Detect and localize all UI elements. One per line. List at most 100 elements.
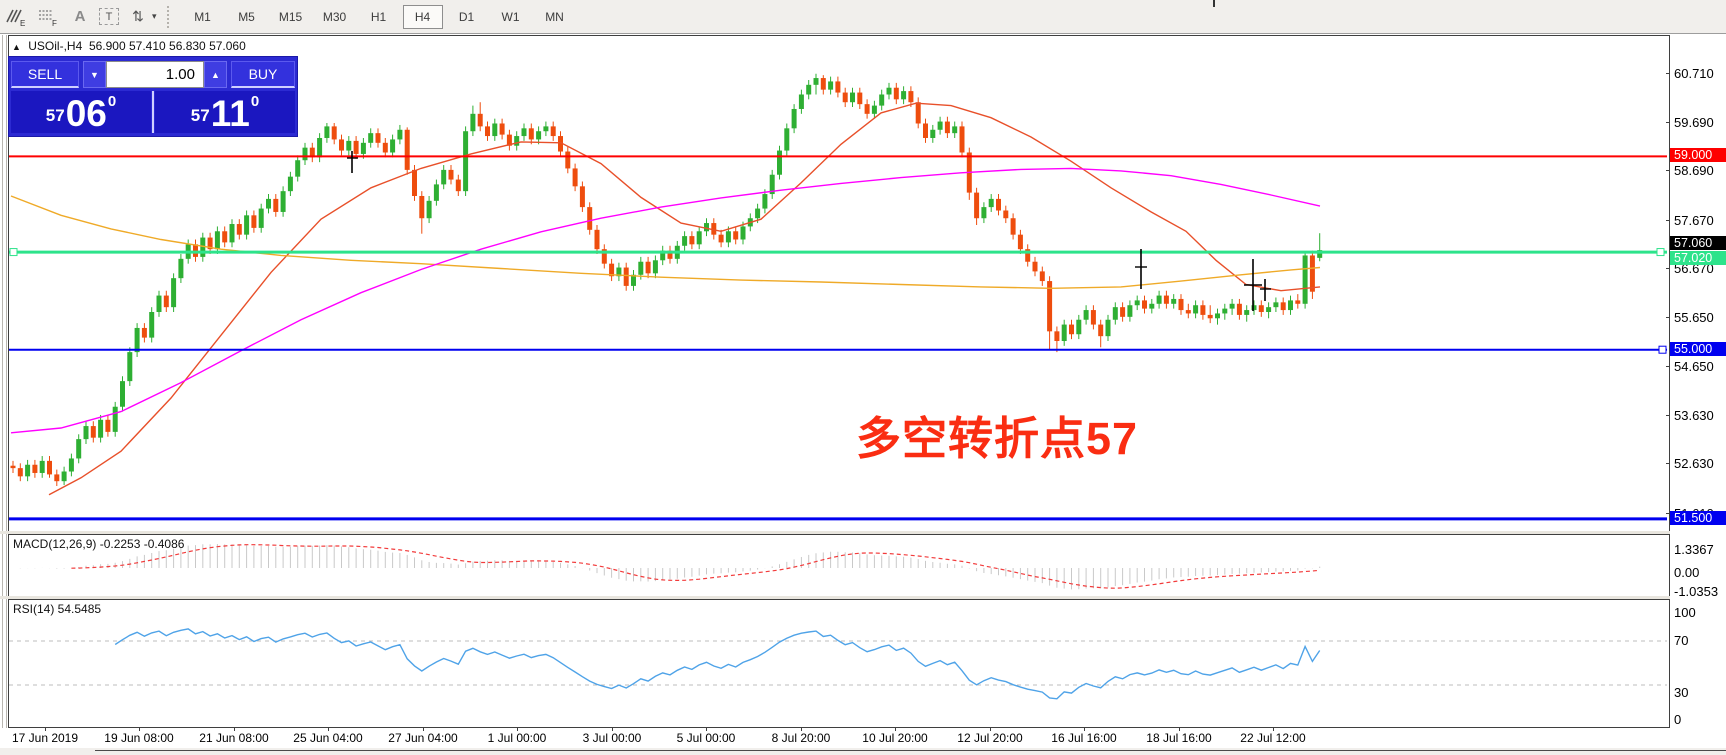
volume-decrease-button[interactable]: ▼ [83, 61, 106, 88]
price-axis-label: 60.710 [1674, 65, 1714, 81]
time-axis-label: 16 Jul 16:00 [1051, 731, 1117, 745]
ask-pips: 11 [210, 92, 250, 134]
time-axis-label: 12 Jul 20:00 [957, 731, 1023, 745]
candlestick-chart[interactable] [9, 36, 1667, 530]
time-axis-tick [517, 727, 518, 731]
price-axis-tick [1666, 72, 1670, 74]
toolbar-mark [1213, 0, 1215, 7]
chart-annotation-text: 多空转折点57 [856, 413, 1139, 464]
ohlc-values: 56.900 57.410 56.830 57.060 [88, 39, 246, 53]
macd-label: MACD(12,26,9) -0.2253 -0.4086 [13, 537, 185, 551]
indicator-axis-label: 0.00 [1674, 565, 1700, 580]
time-axis-label: 3 Jul 00:00 [582, 731, 642, 745]
time-axis-label: 10 Jul 20:00 [862, 731, 928, 745]
price-axis-tick [1666, 267, 1670, 269]
text-box-icon[interactable]: T [99, 8, 119, 25]
indicator-axis-label: 100 [1674, 605, 1696, 620]
time-axis-label: 18 Jul 16:00 [1146, 731, 1212, 745]
price-divider [152, 91, 154, 133]
chevron-down-icon[interactable]: ▾ [152, 11, 157, 21]
indicator-axis-label: 0 [1674, 712, 1682, 727]
pane-splitter[interactable] [0, 531, 1726, 534]
price-axis-tick [1666, 219, 1670, 221]
time-axis-tick [234, 727, 235, 731]
price-axis-tick [1666, 463, 1670, 465]
price-axis-label: 53.630 [1674, 407, 1714, 423]
time-axis-tick [801, 727, 802, 731]
time-axis-tick [612, 727, 613, 731]
timeframe-m30[interactable]: M30 [322, 9, 347, 24]
icon-sub-e: E [20, 19, 25, 27]
time-axis-tick [45, 727, 46, 731]
line-studies-icon[interactable]: E [3, 5, 29, 29]
ask-whole: 57 [190, 106, 210, 125]
text-label-icon[interactable]: A [74, 8, 86, 25]
time-axis-tick [1084, 727, 1085, 731]
price-axis-tick [1666, 170, 1670, 172]
timeframe-m15[interactable]: M15 [278, 9, 303, 24]
toolbar: E F A T ⇅ ▾ M1 M5 M15 M30 H1 H4 D1 W1 MN [0, 0, 1726, 34]
time-axis-label: 8 Jul 20:00 [771, 731, 831, 745]
time-axis-tick [328, 727, 329, 731]
price-axis-tick [1666, 414, 1670, 416]
time-axis-label: 17 Jun 2019 [11, 731, 79, 745]
rsi-label: RSI(14) 54.5485 [13, 602, 102, 616]
bid-whole: 57 [45, 106, 65, 125]
ask-point: 0 [250, 93, 260, 110]
indicator-axis-label: 70 [1674, 633, 1689, 648]
bid-pips: 06 [65, 92, 107, 134]
time-axis-label: 5 Jul 00:00 [676, 731, 736, 745]
price-badge: 57.020 [1670, 251, 1726, 266]
chart-title: ▲ USOil-,H4 56.900 57.410 56.830 57.060 [12, 39, 246, 53]
volume-increase-button[interactable]: ▲ [204, 61, 227, 88]
time-axis-label: 19 Jun 08:00 [104, 731, 174, 745]
indicator-axis-label: -1.0353 [1674, 584, 1719, 599]
price-axis-label: 59.690 [1674, 115, 1714, 130]
bottom-strip [0, 748, 1726, 755]
rsi-pane[interactable] [8, 599, 1670, 728]
collapse-triangle-icon[interactable]: ▲ [12, 42, 21, 52]
time-axis-tick [895, 727, 896, 731]
timeframe-h4[interactable]: H4 [402, 4, 443, 29]
time-axis-tick [423, 727, 424, 731]
toolbar-separator [166, 5, 175, 28]
time-axis-label: 1 Jul 00:00 [487, 731, 547, 745]
time-axis-label: 21 Jun 08:00 [199, 731, 269, 745]
time-axis-label: 27 Jun 04:00 [388, 731, 458, 745]
arrange-windows-icon[interactable]: ⇅ [132, 8, 144, 24]
price-axis[interactable]: 60.710 59.690 58.690 57.670 56.670 55.650 54.6… [1666, 35, 1726, 747]
timeframe-m1[interactable]: M1 [194, 9, 211, 24]
price-badge: 55.000 [1670, 341, 1726, 356]
macd-pane[interactable] [8, 534, 1670, 598]
timeframe-d1[interactable]: D1 [458, 9, 475, 24]
time-axis-tick [706, 727, 707, 731]
timeframe-w1[interactable]: W1 [501, 9, 520, 24]
pane-splitter[interactable] [0, 596, 1726, 599]
timeframe-m5[interactable]: M5 [238, 9, 255, 24]
buy-button[interactable]: BUY [231, 61, 295, 88]
time-axis-tick [990, 727, 991, 731]
price-badge: 57.060 [1670, 236, 1726, 251]
symbol-period-label: USOil-,H4 [28, 39, 83, 53]
timeframe-h1[interactable]: H1 [370, 9, 387, 24]
ask-price[interactable]: 57 11 0 [155, 91, 295, 133]
window-edge [6, 35, 7, 747]
indicator-axis-label: 1.3367 [1674, 542, 1714, 557]
price-axis-label: 58.690 [1674, 163, 1714, 179]
macd-chart [19, 544, 1321, 590]
timeframe-mn[interactable]: MN [545, 9, 564, 24]
window-edge [2, 35, 3, 747]
rsi-chart [9, 628, 1667, 700]
bid-price[interactable]: 57 06 0 [11, 91, 151, 133]
price-axis-tick [1666, 512, 1670, 514]
price-axis-tick [1666, 317, 1670, 319]
time-axis-label: 22 Jul 12:00 [1240, 731, 1306, 745]
indicator-axis-label: 30 [1674, 685, 1689, 700]
volume-input[interactable]: 1.00 [106, 61, 204, 88]
docked-panel-edge [95, 750, 1726, 751]
time-axis-tick [1273, 727, 1274, 731]
sell-button[interactable]: SELL [11, 61, 79, 88]
time-axis[interactable]: 17 Jun 2019 19 Jun 08:00 21 Jun 08:00 25 Ju… [0, 727, 1726, 748]
grid-fibo-icon[interactable]: F [35, 5, 61, 29]
price-axis-tick [1666, 365, 1670, 367]
